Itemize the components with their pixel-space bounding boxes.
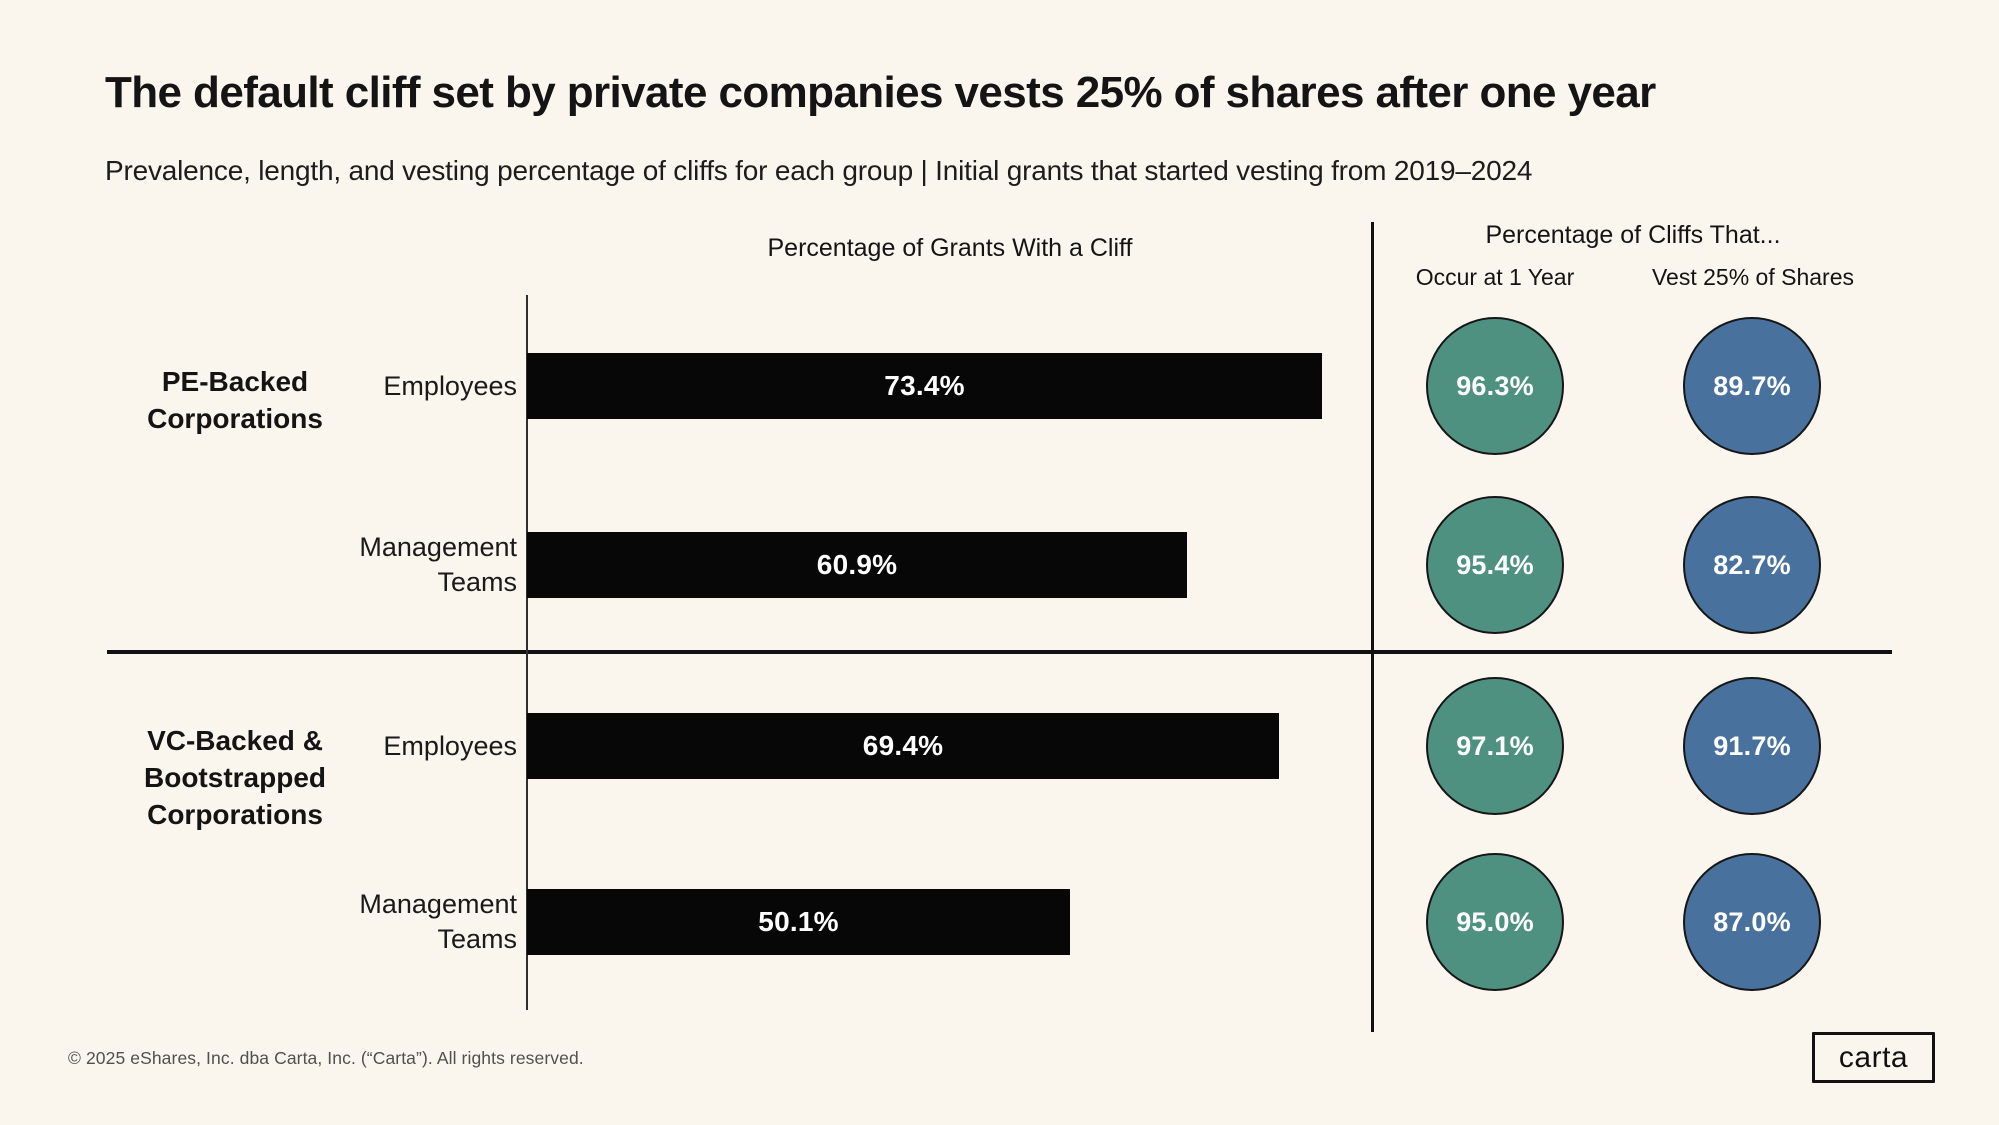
bar-vc-employees: 69.4%: [527, 713, 1279, 779]
circles-section-header: Percentage of Cliffs That...: [1485, 221, 1781, 249]
row-label-employees: Employees: [383, 370, 517, 401]
carta-logo: carta: [1812, 1032, 1935, 1083]
circle-value-label: 95.0%: [1456, 906, 1534, 937]
vertical-divider: [1371, 222, 1374, 1032]
row-label-employees: Employees: [383, 730, 517, 761]
circle-occur-vc-employees: 97.1%: [1426, 677, 1564, 815]
page-title: The default cliff set by private compani…: [105, 68, 1656, 117]
bar-value-label: 60.9%: [816, 549, 898, 580]
circle-vest-pe-employees: 89.7%: [1683, 317, 1821, 455]
circle-occur-vc-management: 95.0%: [1426, 853, 1564, 991]
bar-value-label: 69.4%: [862, 730, 944, 761]
circle-vest-pe-management: 82.7%: [1683, 496, 1821, 634]
carta-logo-text: carta: [1838, 1040, 1909, 1074]
row-label-management-teams: Management Teams: [359, 532, 517, 597]
circle-value-label: 96.3%: [1456, 370, 1534, 401]
page-subtitle: Prevalence, length, and vesting percenta…: [105, 155, 1533, 186]
circle-value-label: 97.1%: [1456, 730, 1534, 761]
circle-occur-pe-management: 95.4%: [1426, 496, 1564, 634]
circle-vest-vc-management: 87.0%: [1683, 853, 1821, 991]
circle-value-label: 87.0%: [1713, 906, 1791, 937]
circle-vest-vc-employees: 91.7%: [1683, 677, 1821, 815]
circle-value-label: 91.7%: [1713, 730, 1791, 761]
bar-pe-employees: 73.4%: [527, 353, 1322, 419]
bar-pe-management: 60.9%: [527, 532, 1187, 598]
column-header-occur-at-1-year: Occur at 1 Year: [1415, 264, 1575, 290]
circle-value-label: 95.4%: [1456, 549, 1534, 580]
row-label-management-teams: Management Teams: [359, 889, 517, 954]
copyright-footer: © 2025 eShares, Inc. dba Carta, Inc. (“C…: [68, 1048, 584, 1068]
bar-value-label: 50.1%: [758, 906, 839, 937]
bar-vc-management: 50.1%: [527, 889, 1070, 955]
bar-value-label: 73.4%: [884, 370, 965, 401]
group-label-vc-backed: VC-Backed & Bootstrapped Corporations: [144, 725, 326, 830]
circle-value-label: 89.7%: [1713, 370, 1791, 401]
circle-occur-pe-employees: 96.3%: [1426, 317, 1564, 455]
circle-value-label: 82.7%: [1713, 549, 1791, 580]
horizontal-group-divider: [107, 650, 1892, 654]
bar-chart-axis-line: [526, 295, 528, 1010]
group-label-pe-backed: PE-Backed Corporations: [147, 366, 323, 434]
column-header-vest-25-of-shares: Vest 25% of Shares: [1651, 264, 1854, 290]
bar-chart-header: Percentage of Grants With a Cliff: [767, 234, 1133, 262]
